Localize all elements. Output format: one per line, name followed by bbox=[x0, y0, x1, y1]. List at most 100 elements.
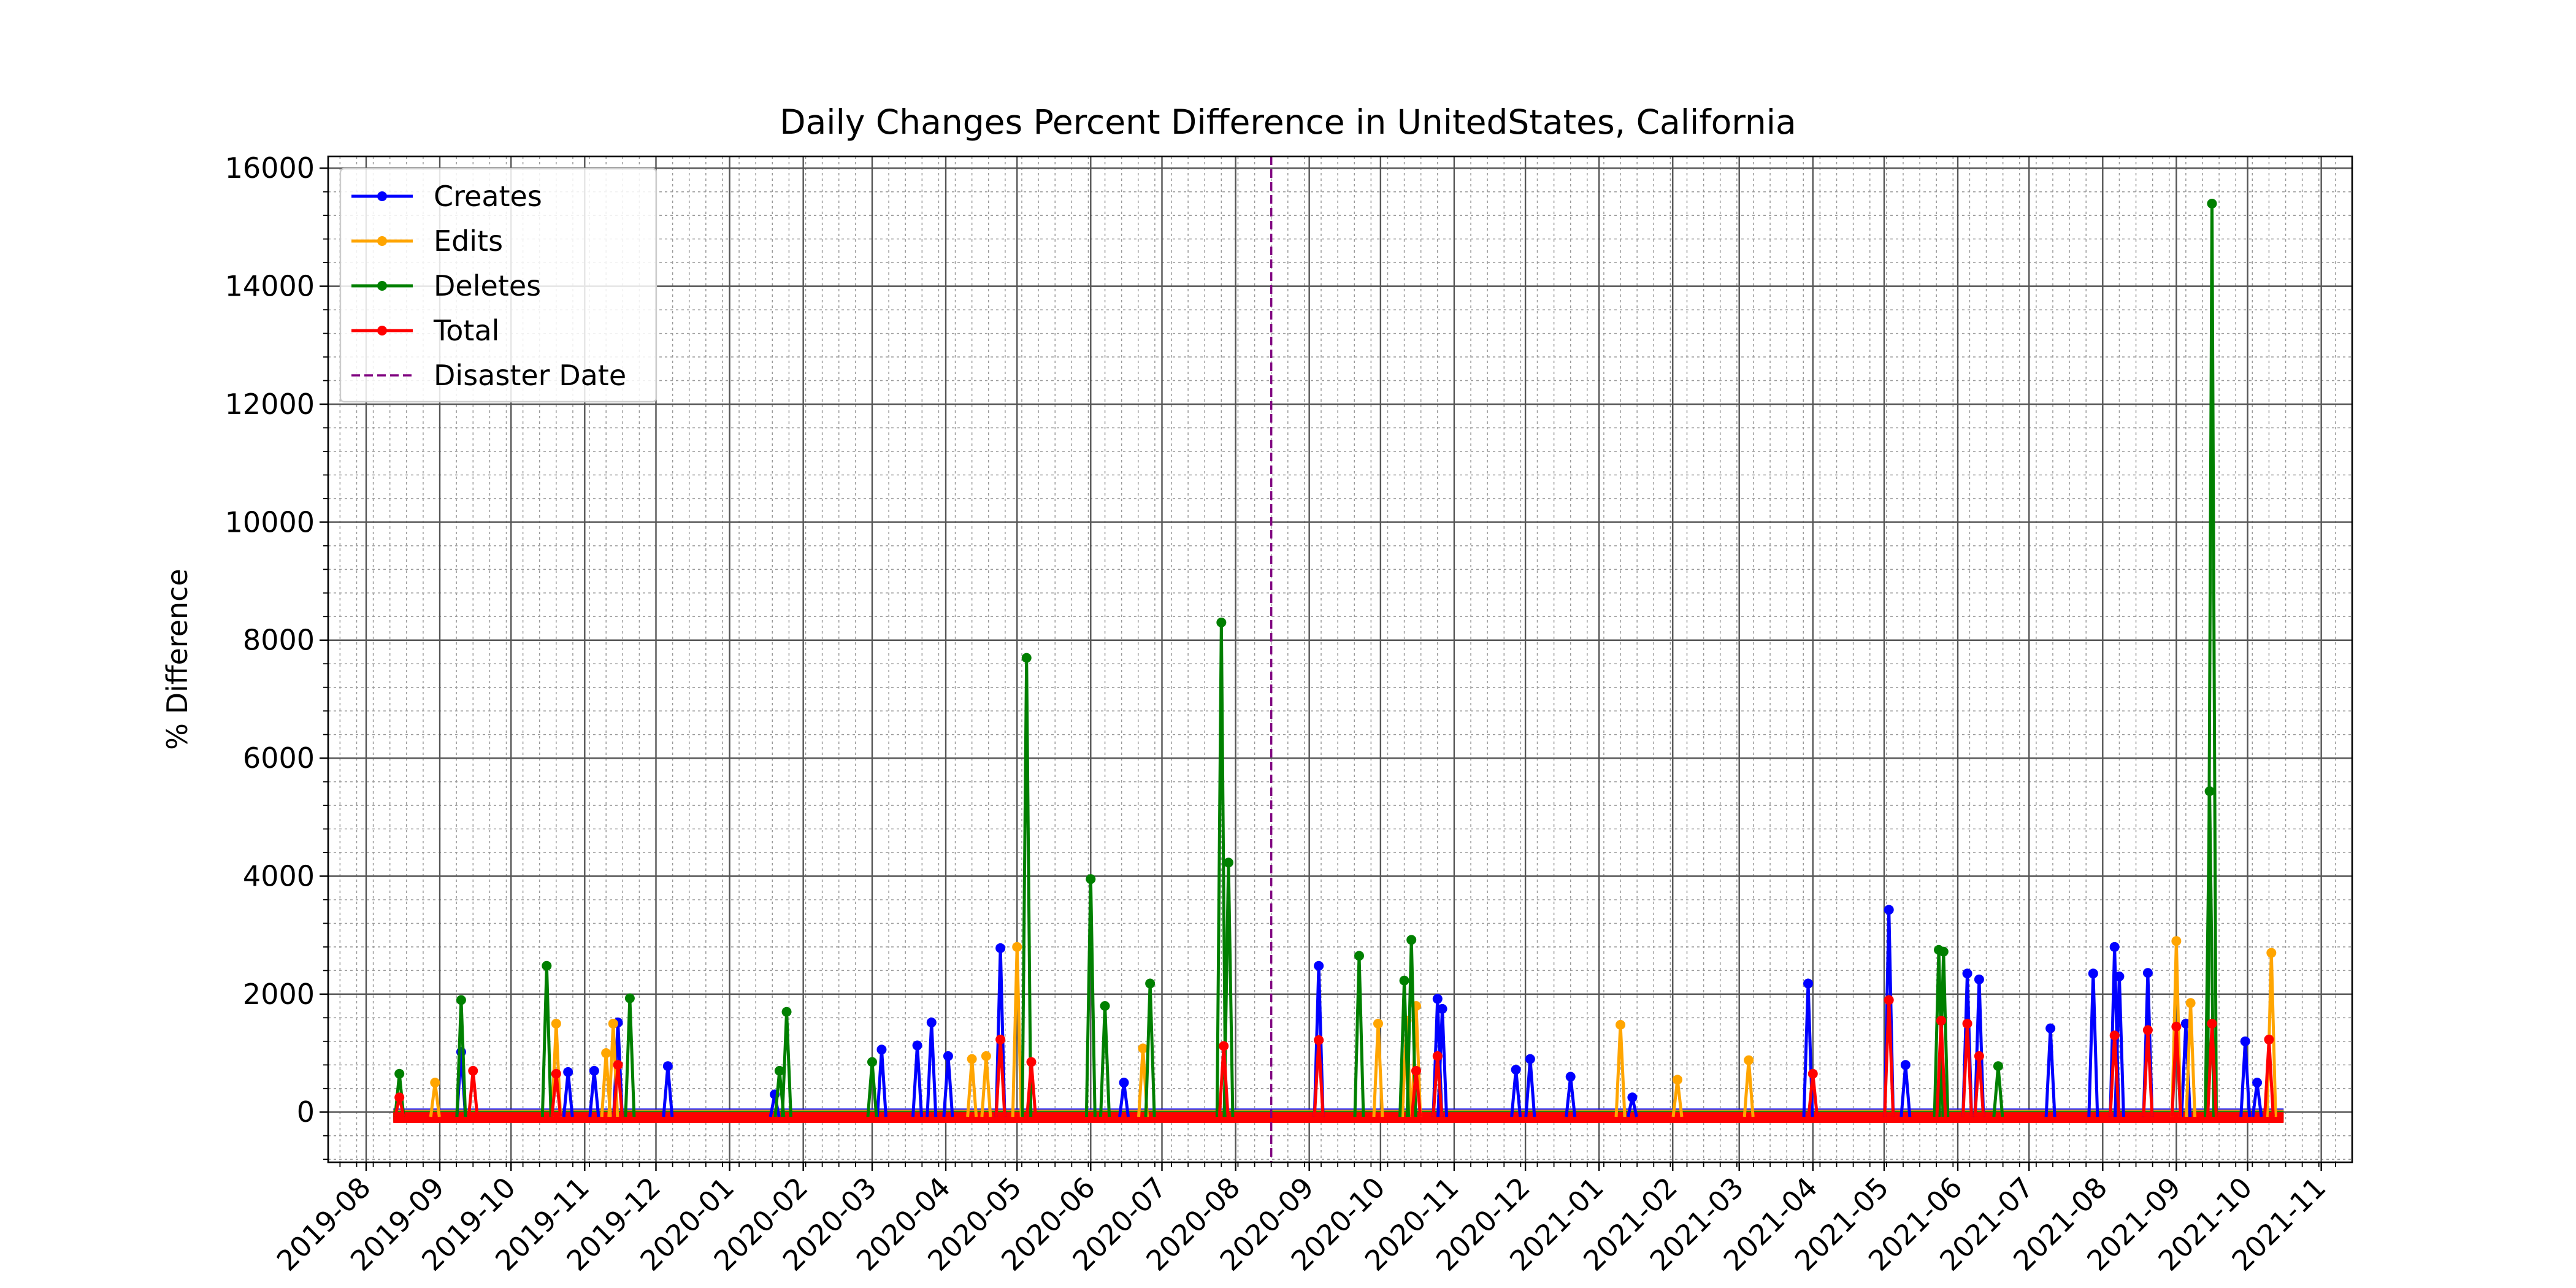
data-point bbox=[430, 1078, 440, 1088]
series-total bbox=[393, 995, 2275, 1117]
data-point bbox=[1432, 1051, 1443, 1061]
data-point bbox=[1219, 1041, 1229, 1051]
data-point bbox=[1406, 935, 1417, 945]
data-point bbox=[1627, 1092, 1638, 1103]
data-point bbox=[2185, 998, 2196, 1008]
legend-label: Edits bbox=[434, 224, 503, 258]
data-point bbox=[662, 1061, 673, 1071]
data-point bbox=[926, 1018, 937, 1028]
data-point bbox=[613, 1060, 623, 1070]
data-point bbox=[1962, 968, 1972, 979]
data-point bbox=[2207, 1018, 2217, 1029]
data-point bbox=[1938, 946, 1949, 957]
data-point bbox=[1673, 1075, 1682, 1085]
baseline-band bbox=[393, 1108, 2284, 1123]
legend-item-disaster-date: Disaster Date bbox=[351, 359, 626, 392]
data-point bbox=[2171, 936, 2182, 946]
legend-marker bbox=[377, 191, 387, 201]
data-point bbox=[1026, 1057, 1037, 1067]
data-point bbox=[1138, 1043, 1148, 1054]
y-tick-label: 4000 bbox=[243, 859, 315, 892]
y-tick-label: 2000 bbox=[243, 978, 315, 1011]
data-point bbox=[1884, 995, 1894, 1005]
data-point bbox=[967, 1054, 977, 1064]
series-group bbox=[393, 198, 2277, 1117]
legend-box bbox=[339, 167, 657, 403]
series-deletes bbox=[393, 198, 2218, 1117]
data-point bbox=[2266, 948, 2277, 958]
legend-label: Disaster Date bbox=[434, 359, 626, 392]
data-point bbox=[1314, 1035, 1324, 1045]
data-point bbox=[1962, 1018, 1972, 1029]
legend-item-edits: Edits bbox=[351, 224, 503, 258]
data-point bbox=[2109, 941, 2120, 952]
y-tick-label: 6000 bbox=[243, 742, 315, 775]
data-point bbox=[1807, 1068, 1818, 1079]
data-point bbox=[1974, 1051, 1984, 1061]
data-point bbox=[1565, 1071, 1576, 1082]
data-point bbox=[551, 1068, 561, 1079]
data-point bbox=[2088, 968, 2098, 979]
data-point bbox=[912, 1040, 922, 1051]
data-point bbox=[1432, 994, 1443, 1004]
legend-item-deletes: Deletes bbox=[351, 269, 541, 302]
data-point bbox=[468, 1065, 478, 1076]
data-point bbox=[1086, 874, 1096, 884]
data-point bbox=[542, 960, 552, 971]
data-point bbox=[1354, 951, 1364, 961]
data-point bbox=[2142, 1025, 2153, 1035]
data-point bbox=[394, 1092, 405, 1103]
plot-frame bbox=[327, 155, 2353, 1163]
data-point bbox=[1145, 978, 1156, 989]
data-point bbox=[2142, 968, 2153, 978]
data-point bbox=[1223, 857, 1233, 868]
data-point bbox=[1437, 1003, 1447, 1014]
data-point bbox=[1021, 653, 1032, 663]
y-tick-label: 16000 bbox=[225, 151, 315, 185]
data-point bbox=[1803, 978, 1814, 989]
data-point bbox=[589, 1065, 599, 1076]
data-point bbox=[2240, 1036, 2250, 1046]
data-point bbox=[1616, 1019, 1626, 1030]
data-point bbox=[981, 1051, 991, 1061]
legend-item-total: Total bbox=[351, 314, 499, 347]
data-point bbox=[551, 1018, 561, 1029]
data-point bbox=[624, 993, 635, 1003]
y-tick-label: 0 bbox=[297, 1095, 315, 1129]
baseline-band-4 bbox=[393, 1112, 2284, 1123]
data-point bbox=[943, 1051, 953, 1061]
y-tick-label: 14000 bbox=[225, 270, 315, 303]
legend-label: Creates bbox=[434, 180, 542, 213]
data-point bbox=[608, 1018, 618, 1029]
data-point bbox=[995, 943, 1006, 953]
legend-marker bbox=[377, 236, 387, 246]
data-point bbox=[2207, 198, 2217, 209]
data-point bbox=[781, 1006, 792, 1017]
legend-label: Total bbox=[433, 314, 499, 347]
legend-marker bbox=[377, 326, 387, 335]
data-point bbox=[1119, 1078, 1129, 1088]
chart-title: Daily Changes Percent Difference in Unit… bbox=[780, 102, 1796, 142]
data-point bbox=[995, 1034, 1006, 1045]
data-point bbox=[1993, 1061, 2003, 1071]
data-point bbox=[1216, 617, 1227, 627]
data-point bbox=[1936, 1016, 1946, 1026]
data-point bbox=[2171, 1021, 2182, 1032]
data-point bbox=[1525, 1054, 1535, 1064]
data-point bbox=[2252, 1078, 2263, 1088]
legend-marker bbox=[377, 281, 387, 291]
data-point bbox=[2109, 1030, 2120, 1041]
data-point bbox=[1511, 1064, 1521, 1075]
y-tick-label: 8000 bbox=[243, 624, 315, 657]
data-point bbox=[2264, 1034, 2274, 1045]
data-point bbox=[563, 1067, 573, 1077]
y-tick-label: 12000 bbox=[225, 388, 315, 421]
y-tick-label: 10000 bbox=[225, 505, 315, 539]
data-point bbox=[394, 1068, 405, 1079]
legend-item-creates: Creates bbox=[351, 180, 542, 213]
data-point bbox=[1411, 1065, 1421, 1076]
data-point bbox=[601, 1048, 611, 1059]
data-point bbox=[1900, 1060, 1911, 1070]
data-point bbox=[867, 1057, 877, 1067]
data-point bbox=[1314, 960, 1324, 971]
